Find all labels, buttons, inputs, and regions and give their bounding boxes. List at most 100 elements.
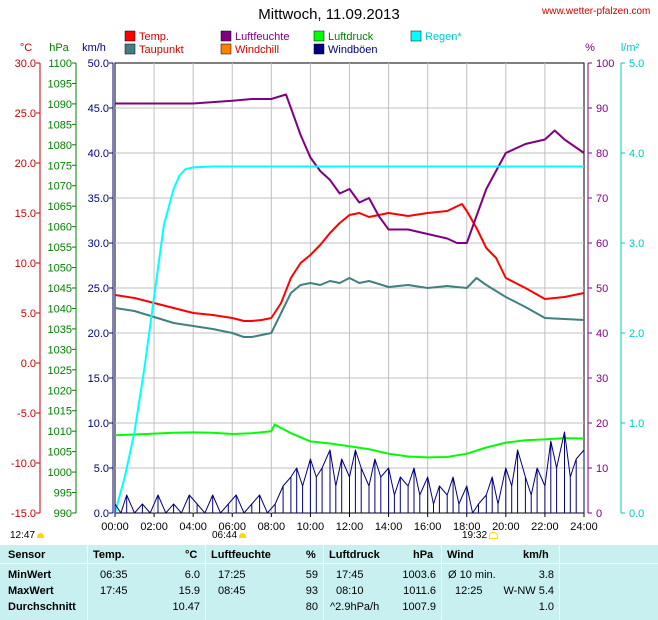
time-tick-label: 16:00 — [414, 521, 442, 533]
wind-axis-tick-label: 50.0 — [88, 58, 109, 70]
row-avg-label: Durchschnitt — [8, 601, 76, 613]
pressure-axis-tick-label: 1060 — [48, 222, 72, 234]
site-link[interactable]: www.wetter-pfalzen.com — [542, 6, 651, 17]
time-tick-label: 10:00 — [297, 521, 325, 533]
row-avg-press-val: 1007.9 — [402, 601, 436, 613]
wind-unit: km/h — [82, 42, 106, 54]
time-tick-label: 06:00 — [218, 521, 246, 533]
time-tick-label: 22:00 — [531, 521, 559, 533]
rain-axis-tick-label: 2.0 — [629, 328, 644, 340]
temp-axis-tick-label: -15.0 — [11, 508, 36, 520]
header-wind-unit: km/h — [523, 549, 549, 561]
pressure-axis-tick-label: 1070 — [48, 181, 72, 193]
pressure-axis-tick-label: 1100 — [48, 58, 72, 70]
pressure-axis-tick-label: 1055 — [48, 242, 72, 254]
wind-axis-tick-label: 45.0 — [88, 103, 109, 115]
header-hum: Luftfeuchte — [211, 549, 271, 561]
time-tick-label: 08:00 — [258, 521, 286, 533]
pressure-axis-tick-label: 1040 — [48, 303, 72, 315]
moonrise-marker: 12:47 — [10, 530, 45, 541]
header-temp-unit: °C — [185, 549, 198, 561]
sunset-time: 19:32 — [462, 530, 488, 541]
pressure-unit: hPa — [49, 42, 69, 54]
row-min-press-time: 17:45 — [336, 569, 364, 581]
time-tick-label: 24:00 — [570, 521, 598, 533]
humidity-axis-tick-label: 50 — [596, 283, 608, 295]
sunrise-marker: 06:44 — [212, 530, 247, 541]
row-avg-wind-val: 1.0 — [538, 601, 554, 613]
series-line-temp — [114, 203, 585, 322]
legend-label: Luftfeuchte — [235, 31, 289, 43]
legend-swatch — [313, 30, 325, 42]
pressure-axis-tick-label: 1075 — [48, 160, 72, 172]
rain-unit: l/m² — [621, 42, 640, 54]
series-line-taupunkt — [114, 277, 585, 338]
pressure-axis-tick-label: 1090 — [48, 99, 72, 111]
sunset-marker: 19:32 — [462, 530, 499, 541]
pressure-axis-tick-label: 1080 — [48, 140, 72, 152]
pressure-axis-tick-label: 1005 — [48, 447, 72, 459]
legend-label: Windböen — [328, 44, 378, 56]
rain-axis-tick-label: 1.0 — [629, 418, 644, 430]
temp-axis-tick-label: 10.0 — [15, 258, 36, 270]
row-avg-temp-val: 10.47 — [172, 601, 200, 613]
row-min-hum-time: 17:25 — [218, 569, 246, 581]
row-min-hum-val: 59 — [305, 569, 318, 581]
temp-axis-tick-label: -10.0 — [11, 458, 36, 470]
time-tick-label: 12:00 — [336, 521, 364, 533]
wind-axis-tick-label: 0.0 — [94, 508, 109, 520]
temp-axis-tick-label: 0.0 — [21, 358, 36, 370]
humidity-axis-tick-label: 0 — [596, 508, 602, 520]
legend-label: Windchill — [235, 44, 279, 56]
humidity-axis-tick-label: 30 — [596, 373, 608, 385]
pressure-axis-tick-label: 1095 — [48, 78, 72, 90]
humidity-axis-tick-label: 90 — [596, 103, 608, 115]
pressure-axis-tick-label: 1020 — [48, 385, 72, 397]
row-min-temp-val: 6.0 — [184, 569, 200, 581]
series-line-windben — [114, 431, 585, 514]
time-tick-label: 18:00 — [453, 521, 481, 533]
header-wind: Wind — [447, 549, 474, 561]
wind-axis-tick-label: 10.0 — [88, 418, 109, 430]
temp-axis-tick-label: 20.0 — [15, 158, 36, 170]
moon-icon — [37, 532, 45, 538]
rain-axis-tick-label: 5.0 — [629, 58, 644, 70]
time-tick-label: 02:00 — [140, 521, 168, 533]
pressure-axis-tick-label: 1030 — [48, 344, 72, 356]
humidity-axis-tick-label: 40 — [596, 328, 608, 340]
page-title: Mittwoch, 11.09.2013 — [258, 6, 400, 23]
row-max-hum-val: 93 — [305, 585, 318, 597]
row-max-temp-val: 15.9 — [178, 585, 200, 597]
row-avg-press-time: ^2.9hPa/h — [330, 601, 380, 613]
moonrise-time: 12:47 — [10, 530, 36, 541]
legend-swatch — [220, 30, 232, 42]
row-max-hum-time: 08:45 — [218, 585, 246, 597]
row-max-press-time: 08:10 — [336, 585, 364, 597]
row-max-press-val: 1011.6 — [403, 585, 436, 597]
stats-table: Sensor Temp. °C Luftfeuchte % Luftdruck … — [0, 545, 658, 620]
legend-label: Taupunkt — [139, 44, 184, 56]
header-temp: Temp. — [93, 549, 125, 561]
rain-axis-tick-label: 3.0 — [629, 238, 644, 250]
row-min-temp-time: 06:35 — [100, 569, 128, 581]
series-line-luftdruck — [114, 423, 585, 459]
wind-axis-tick-label: 15.0 — [88, 373, 109, 385]
humidity-axis-tick-label: 80 — [596, 148, 608, 160]
time-tick-label: 00:00 — [101, 521, 129, 533]
legend-swatch — [220, 43, 232, 55]
pressure-axis-tick-label: 1000 — [48, 467, 72, 479]
wind-axis-tick-label: 20.0 — [88, 328, 109, 340]
pressure-axis-tick-label: 995 — [54, 488, 72, 500]
rain-axis-tick-label: 4.0 — [629, 148, 644, 160]
legend-label: Regen* — [425, 31, 462, 43]
legend-label: Temp. — [139, 31, 169, 43]
rain-axis-tick-label: 0.0 — [629, 508, 644, 520]
humidity-axis-tick-label: 20 — [596, 418, 608, 430]
pressure-axis-tick-label: 990 — [54, 508, 72, 520]
pressure-axis-tick-label: 1025 — [48, 365, 72, 377]
pressure-axis-tick-label: 1065 — [48, 201, 72, 213]
row-min-press-val: 1003.6 — [402, 569, 436, 581]
wind-axis-tick-label: 35.0 — [88, 193, 109, 205]
row-max-label: MaxWert — [8, 585, 54, 597]
